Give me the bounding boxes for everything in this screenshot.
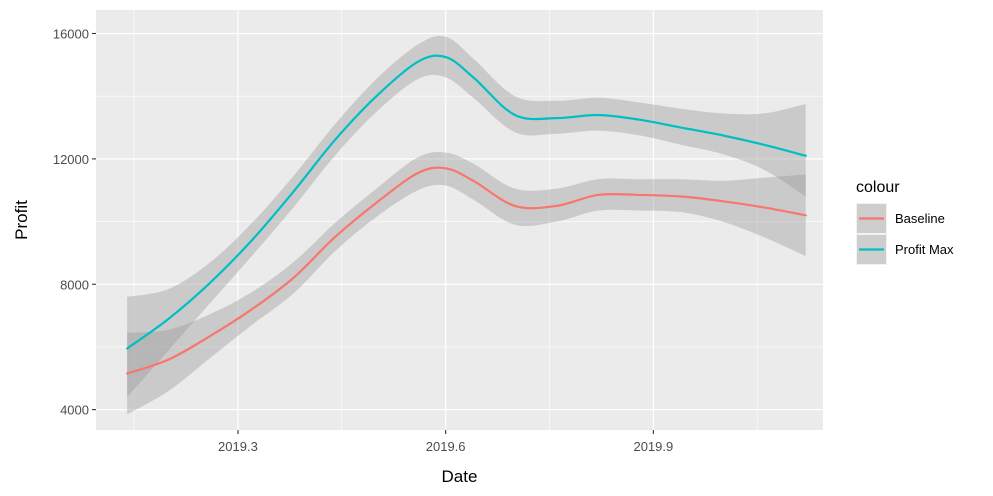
legend-label-profit-max: Profit Max	[895, 242, 954, 257]
y-axis-title: Profit	[12, 200, 31, 240]
x-tick-label: 2019.3	[218, 439, 258, 454]
line-baseline	[126, 166, 807, 375]
y-tick-label: 16000	[53, 27, 89, 42]
x-tick-label: 2019.6	[426, 439, 466, 454]
x-axis-title: Date	[442, 467, 478, 486]
plot-panel	[96, 10, 823, 430]
y-tick-label: 8000	[60, 277, 89, 292]
ribbon-profit-max	[127, 35, 806, 398]
axes: 2019.3 2019.6 2019.9 4000 8000 12000 16000	[53, 27, 673, 454]
y-tick-label: 4000	[60, 403, 89, 418]
legend-label-baseline: Baseline	[895, 211, 945, 226]
x-tick-label: 2019.9	[633, 439, 673, 454]
major-gridlines	[96, 10, 823, 430]
minor-gridlines	[96, 10, 823, 430]
legend-title: colour	[856, 179, 900, 196]
confidence-ribbons	[127, 35, 806, 415]
y-tick-label: 12000	[53, 152, 89, 167]
series-lines	[126, 54, 807, 375]
legend: colour Baseline Profit Max	[856, 179, 954, 265]
line-profit-max	[126, 54, 807, 350]
